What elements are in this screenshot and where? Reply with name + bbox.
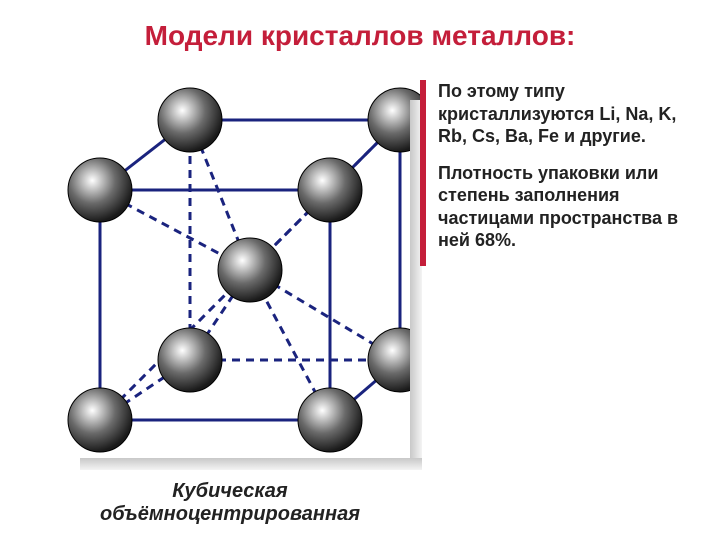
description-p2: Плотность упаковки или степень заполнени… <box>438 162 708 252</box>
atom-sphere <box>158 88 222 152</box>
atom-sphere <box>298 158 362 222</box>
title-text: Модели кристаллов металлов: <box>145 20 576 51</box>
caption-text: Кубическая объёмноцентрированная <box>100 480 360 525</box>
description-block: По этому типу кристаллизуются Li, Na, K,… <box>420 80 708 266</box>
crystal-diagram <box>40 70 420 470</box>
page-title: Модели кристаллов металлов: <box>0 20 720 52</box>
atom-sphere <box>218 238 282 302</box>
description-p1: По этому типу кристаллизуются Li, Na, K,… <box>438 80 708 148</box>
atom-sphere <box>68 388 132 452</box>
atom-sphere <box>158 328 222 392</box>
figure-shadow-bottom <box>80 458 422 470</box>
atom-sphere <box>298 388 362 452</box>
crystal-figure <box>40 70 420 470</box>
atom-sphere <box>68 158 132 222</box>
figure-caption: Кубическая объёмноцентрированная <box>60 480 400 526</box>
